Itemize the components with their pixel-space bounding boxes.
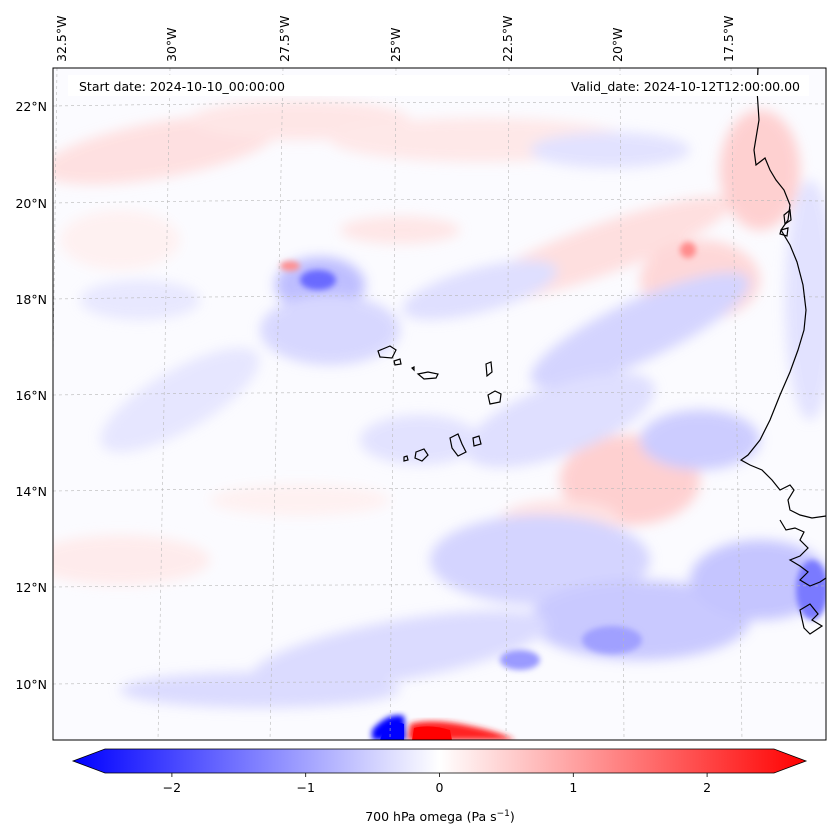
colorbar-tick-label: 1 [569,780,577,795]
lat-label-18n: 18°N [15,292,47,307]
lon-label-27-5w: 27.5°W [277,16,292,62]
island-sao-vicente [393,358,402,366]
valid-date-label: Valid_date: 2024-10-12T12:00:00.00 [571,79,800,94]
colorbar-label: 700 hPa omega (Pa s−1) [365,809,515,824]
lon-label-20w: 20°W [610,27,625,62]
lon-label-32-5w: 32.5°W [54,16,69,62]
island-santiago [449,433,467,457]
coastlines [377,67,827,635]
island-sal [485,361,493,378]
colorbar-tick-label: −1 [296,780,314,795]
lat-label-10n: 10°N [15,677,47,692]
colorbar: −2 −1 0 1 2 700 hPa omega (Pa s−1) [71,748,808,824]
omega-field [53,100,826,740]
map-panel: Start date: 2024-10-10_00:00:00 Valid_da… [52,67,827,741]
colorbar-tick-label: 2 [703,780,711,795]
date-header-box [68,75,809,96]
longitude-labels: 32.5°W 30°W 27.5°W 25°W 22.5°W 20°W 17.5… [54,16,736,62]
island-fogo [414,448,429,462]
lon-label-17-5w: 17.5°W [721,16,736,62]
lat-label-22n: 22°N [15,99,47,114]
island-brava [403,455,409,462]
lat-label-14n: 14°N [15,484,47,499]
island-santo-antao [377,345,397,359]
colorbar-tick-label: 0 [436,780,444,795]
lat-label-12n: 12°N [15,580,47,595]
colorbar-ticks: −2 −1 0 1 2 [163,773,711,795]
lon-label-22-5w: 22.5°W [500,16,515,62]
lat-label-16n: 16°N [15,388,47,403]
africa-coastline [739,67,827,519]
omega-dipole [372,715,515,740]
lat-label-20n: 20°N [15,196,47,211]
lon-label-25w: 25°W [388,27,403,62]
island-sao-nicolau [416,371,439,380]
lon-label-30w: 30°W [164,27,179,62]
gridlines [53,68,826,740]
latitude-labels: 22°N 20°N 18°N 16°N 14°N 12°N 10°N [15,99,47,692]
island-maio [472,435,482,447]
colorbar-tick-label: −2 [163,780,181,795]
start-date-label: Start date: 2024-10-10_00:00:00 [79,79,285,94]
map-frame [52,67,827,741]
colorbar-body [71,748,808,774]
island-boa-vista [487,390,502,405]
